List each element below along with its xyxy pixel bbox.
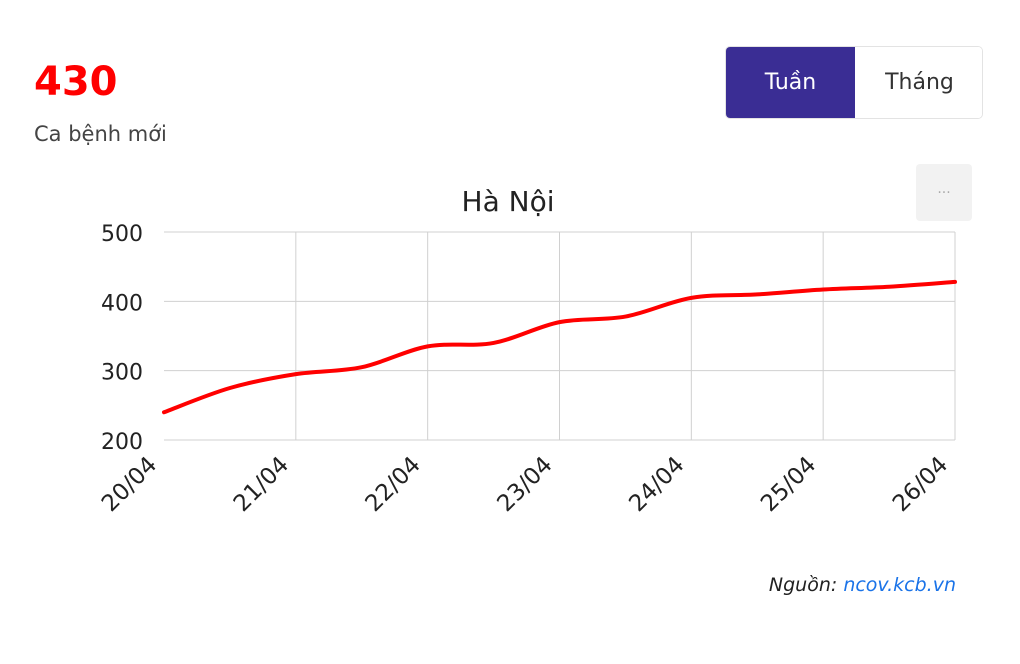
- tab-week[interactable]: Tuần: [726, 47, 855, 118]
- y-tick-label: 300: [101, 361, 143, 386]
- chart-menu-button[interactable]: ···: [916, 164, 972, 221]
- y-tick-label: 500: [101, 222, 143, 247]
- source-link[interactable]: ncov.kcb.vn: [843, 574, 956, 596]
- x-tick-label: 21/04: [229, 452, 294, 517]
- x-tick-label: 24/04: [624, 452, 689, 517]
- y-tick-label: 400: [101, 291, 143, 316]
- source-prefix: Nguồn:: [768, 574, 838, 596]
- new-cases-label: Ca bệnh mới: [34, 122, 167, 146]
- x-tick-label: 23/04: [492, 452, 557, 517]
- period-toggle: Tuần Tháng: [725, 46, 983, 119]
- source-note: Nguồn: ncov.kcb.vn: [769, 574, 956, 596]
- series-line: [162, 279, 957, 415]
- x-tick-label: 25/04: [756, 452, 821, 517]
- x-tick-label: 26/04: [888, 452, 953, 517]
- new-cases-value: 430: [34, 59, 118, 105]
- chart-title: Hà Nội: [462, 185, 555, 218]
- x-tick-label: 20/04: [97, 452, 162, 517]
- more-icon: ···: [937, 184, 951, 201]
- x-tick-label: 22/04: [361, 452, 426, 517]
- tab-month[interactable]: Tháng: [855, 47, 982, 118]
- y-tick-label: 200: [101, 430, 143, 455]
